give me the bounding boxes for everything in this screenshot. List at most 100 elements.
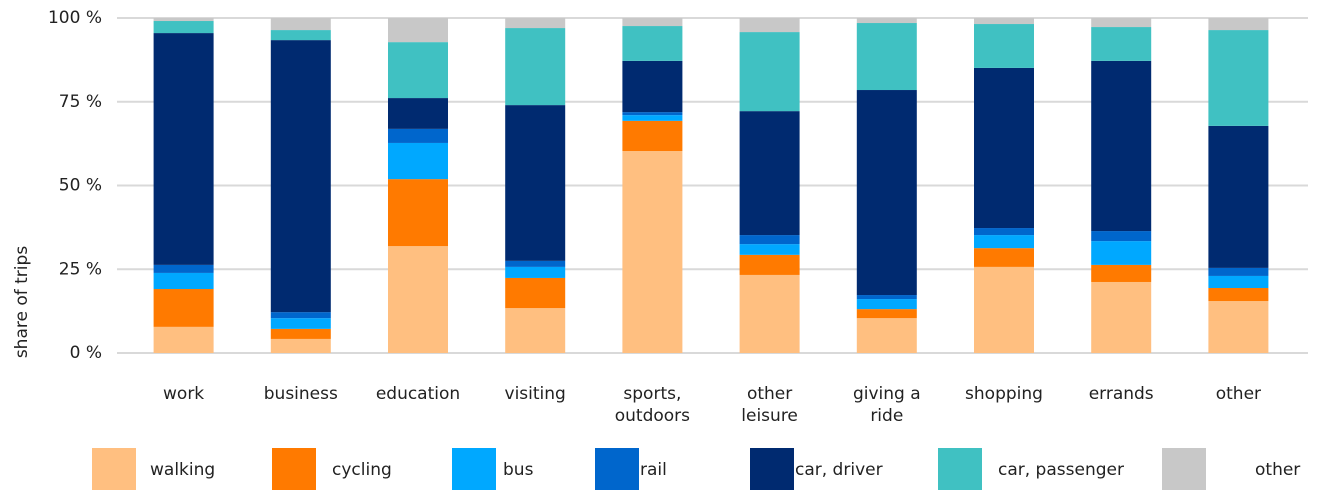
bar-segment — [1208, 267, 1269, 276]
bar-segment — [505, 308, 566, 353]
legend-swatch — [595, 448, 639, 490]
legend-swatch — [272, 448, 316, 490]
bar-segment — [1091, 264, 1152, 282]
bar-segment — [974, 235, 1034, 249]
bar-segment — [856, 90, 917, 296]
bar-segment — [153, 264, 214, 273]
bar-segment — [1091, 281, 1152, 353]
bar-segment — [505, 105, 566, 261]
bar-segment — [1208, 125, 1269, 268]
y-tick-label: 25 % — [59, 259, 102, 279]
bar-segment — [505, 266, 566, 278]
bar-segment — [739, 254, 800, 275]
bar-segment — [505, 28, 566, 106]
legend-swatch — [1162, 448, 1206, 490]
bar-segment — [388, 142, 448, 180]
bar-segment — [739, 18, 800, 33]
y-axis-label: share of trips — [12, 246, 32, 358]
bar-segment — [622, 18, 683, 27]
bar-segment — [388, 179, 448, 247]
legend-label: walking — [150, 460, 215, 480]
x-tick-label: education — [375, 384, 461, 404]
bar-segment — [1208, 30, 1269, 126]
bar-segment — [270, 30, 331, 41]
bar-segment — [388, 128, 448, 143]
bar-segment — [974, 228, 1034, 236]
bar-segment — [739, 235, 800, 245]
bar-segment — [739, 244, 800, 255]
bar-segment — [1208, 275, 1269, 289]
bar-segment — [1208, 18, 1269, 31]
bar-segment — [622, 60, 683, 113]
bar-segment — [622, 120, 683, 151]
bar-segment — [1091, 27, 1152, 61]
x-tick-label: work — [163, 384, 205, 404]
bar-segment — [974, 248, 1034, 267]
bar-segment — [270, 338, 331, 353]
x-tick-label: visiting — [504, 384, 566, 404]
bar-segment — [270, 318, 331, 329]
bar-segment — [505, 277, 566, 309]
bar-segment — [622, 112, 683, 116]
bar-segment — [856, 23, 917, 91]
bar-segment — [505, 18, 566, 29]
legend-label: other — [1255, 460, 1300, 480]
bar-segment — [1208, 301, 1269, 353]
legend-label: rail — [640, 460, 667, 480]
legend-label: bus — [503, 460, 534, 480]
bar-segment — [388, 98, 448, 129]
bar-segment — [153, 289, 214, 327]
y-tick-label: 100 % — [48, 8, 102, 28]
bar-segment — [153, 21, 214, 34]
bar-segment — [856, 309, 917, 319]
bar-segment — [505, 260, 566, 267]
bar-segment — [270, 18, 331, 31]
bar-segment — [153, 18, 214, 22]
x-tick-label: errands — [1088, 384, 1154, 404]
bar-segment — [622, 115, 683, 121]
bar-segment — [974, 266, 1034, 353]
bar-segment — [622, 26, 683, 61]
bar-segment — [1091, 18, 1152, 28]
legend-swatch — [452, 448, 496, 490]
y-tick-label: 75 % — [59, 92, 102, 112]
bar-segment — [1091, 241, 1152, 265]
legend-swatch — [750, 448, 794, 490]
legend-label: car, passenger — [998, 460, 1124, 480]
bar-segment — [270, 328, 331, 339]
x-tick-label: sports, outdoors — [614, 384, 691, 426]
bar-segment — [153, 272, 214, 290]
bar-segment — [739, 111, 800, 236]
bar-segment — [270, 40, 331, 313]
bar-segment — [388, 18, 448, 43]
legend-swatch — [938, 448, 982, 490]
bar-segment — [1091, 60, 1152, 232]
bar-segment — [622, 150, 683, 353]
bar-segment — [856, 299, 917, 310]
bar-segment — [153, 326, 214, 353]
legend-label: cycling — [332, 460, 392, 480]
legend-label: car, driver — [795, 460, 883, 480]
bar-segment — [1208, 288, 1269, 302]
bar-segment — [856, 318, 917, 353]
bar-segment — [1091, 231, 1152, 242]
bar-segment — [388, 246, 448, 353]
y-tick-label: 0 % — [70, 343, 102, 363]
bar-segment — [739, 32, 800, 112]
x-tick-label: giving a ride — [852, 384, 921, 426]
x-tick-label: business — [263, 384, 338, 404]
x-tick-label: shopping — [965, 384, 1043, 404]
bar-segment — [153, 33, 214, 265]
bar-segment — [856, 295, 917, 300]
legend-swatch — [92, 448, 136, 490]
bar-segment — [270, 312, 331, 319]
bar-segment — [388, 42, 448, 99]
bar-segment — [856, 18, 917, 24]
y-tick-label: 50 % — [59, 176, 102, 196]
x-tick-label: other leisure — [741, 384, 798, 426]
bar-segment — [974, 18, 1034, 25]
x-tick-label: other — [1215, 384, 1262, 404]
bar-segment — [974, 67, 1034, 229]
